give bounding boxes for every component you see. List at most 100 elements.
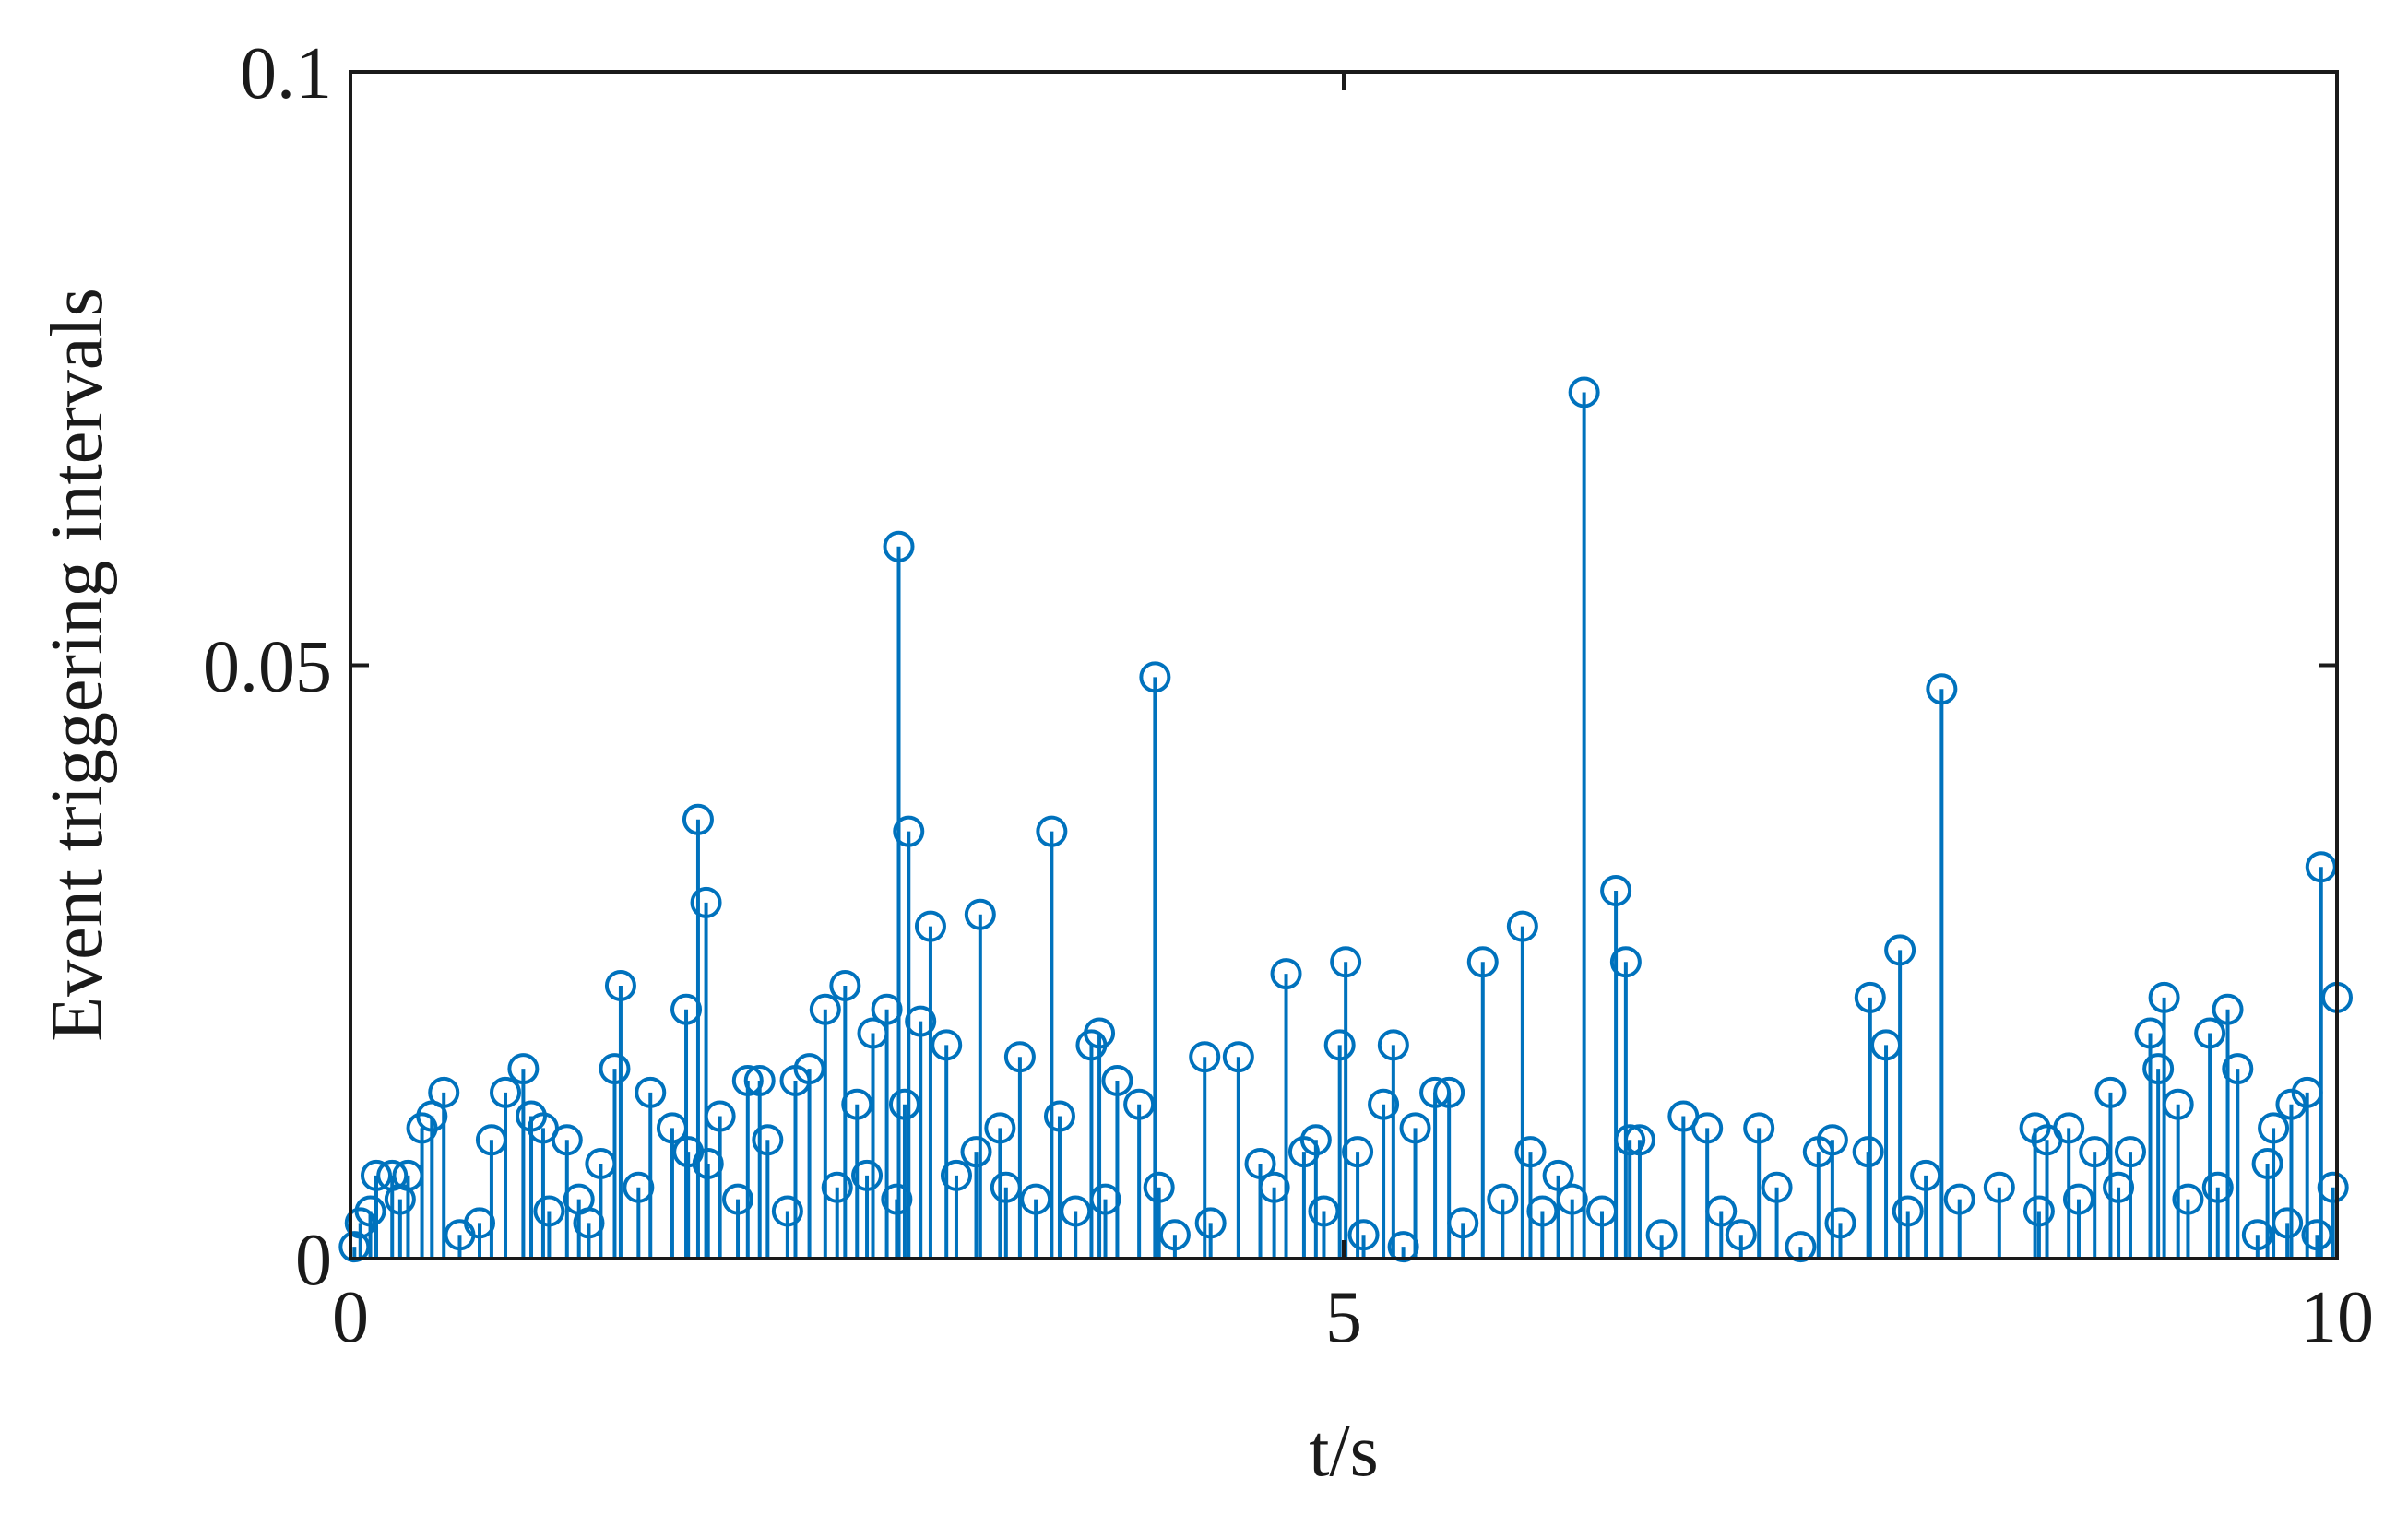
stem-marker: [1645, 1219, 1678, 1251]
stem: [2114, 1136, 2146, 1259]
stem: [1123, 1088, 1156, 1259]
stem-marker: [2317, 1171, 2349, 1203]
stem-marker: [338, 1231, 371, 1263]
stem: [883, 530, 915, 1259]
stem: [1623, 1124, 1655, 1259]
stem: [1194, 1207, 1227, 1259]
stem-marker: [682, 803, 714, 835]
x-tick-label: 10: [2300, 1277, 2374, 1358]
stem: [551, 1124, 583, 1259]
stem: [893, 815, 925, 1259]
stem: [2053, 1112, 2085, 1259]
stem-marker: [1158, 1219, 1191, 1251]
stem: [2148, 981, 2180, 1259]
stem: [1802, 1136, 1834, 1259]
stem-marker: [1323, 1029, 1356, 1061]
stem-marker: [1143, 1171, 1175, 1203]
stem: [2301, 1219, 2333, 1259]
y-tick-label: 0.05: [203, 627, 332, 708]
stem: [1258, 1171, 1290, 1259]
stem: [1433, 1076, 1465, 1259]
stem-marker: [964, 898, 996, 930]
stem: [1189, 1041, 1221, 1259]
stem-marker: [2222, 1053, 2254, 1085]
stem: [2172, 1183, 2204, 1259]
stem: [1824, 1207, 1856, 1259]
stem: [1036, 815, 1068, 1259]
stem: [1101, 1064, 1133, 1259]
stem: [1725, 1219, 1757, 1259]
stem-marker: [670, 993, 703, 1025]
stem-marker: [1101, 1064, 1133, 1096]
stem: [361, 1159, 393, 1259]
stem-marker: [1816, 1124, 1848, 1156]
stem: [2062, 1183, 2094, 1259]
stem-marker: [851, 1159, 884, 1191]
stem-marker: [692, 1148, 724, 1180]
stem: [692, 1148, 724, 1259]
stem-marker: [931, 1029, 963, 1061]
stem-marker: [1854, 981, 1886, 1013]
stem-marker: [1222, 1041, 1254, 1073]
stem-marker: [704, 1100, 736, 1132]
stem: [2103, 1171, 2135, 1259]
stem: [809, 993, 841, 1259]
stem: [1614, 1124, 1646, 1259]
stem: [1609, 946, 1642, 1259]
stem: [881, 1183, 913, 1259]
stem-marker: [2079, 1136, 2111, 1168]
stem: [1287, 1136, 1320, 1259]
x-axis-label: t/s: [1309, 1411, 1379, 1492]
stem-marker: [893, 815, 925, 847]
stem-marker: [1060, 1195, 1092, 1227]
stem-marker: [1609, 946, 1642, 978]
stem-marker: [1399, 1112, 1431, 1144]
y-axis-label: Event triggering intervals: [37, 288, 118, 1042]
stem-marker: [551, 1124, 583, 1156]
stem: [2222, 1053, 2254, 1259]
stem: [2022, 1195, 2055, 1259]
stem-marker: [1433, 1076, 1465, 1108]
stem-marker: [1089, 1183, 1121, 1215]
stem-marker: [829, 969, 861, 1001]
stem: [2079, 1136, 2111, 1259]
stem-marker: [809, 993, 841, 1025]
stem-marker: [2241, 1219, 2273, 1251]
stem-marker: [464, 1207, 496, 1239]
stem-marker: [1705, 1195, 1738, 1227]
stem-marker: [2162, 1088, 2194, 1120]
stem: [1586, 1195, 1619, 1259]
stem: [722, 1183, 754, 1259]
stem: [1568, 376, 1600, 1259]
stem: [338, 1231, 371, 1263]
stem-marker: [2094, 1076, 2127, 1108]
stem: [931, 1029, 963, 1259]
stem: [829, 969, 861, 1259]
stem: [1506, 910, 1538, 1259]
y-tick-label: 0.1: [240, 33, 332, 114]
stem-marker: [2201, 1171, 2234, 1203]
stem: [1003, 1041, 1036, 1259]
stem: [1645, 1219, 1678, 1259]
stem-marker: [1189, 1041, 1221, 1073]
stem-marker: [2062, 1183, 2094, 1215]
stem: [1330, 946, 1362, 1259]
stem: [1743, 1112, 1775, 1259]
stem-marker: [1568, 376, 1600, 408]
stem: [1556, 1183, 1588, 1259]
stem-marker: [1785, 1231, 1817, 1263]
stem: [1910, 1159, 1942, 1259]
stem-marker: [883, 530, 915, 562]
stem: [1526, 1195, 1559, 1259]
stem: [1308, 1195, 1340, 1259]
stem-marker: [635, 1076, 667, 1108]
stem: [743, 1064, 776, 1259]
stem: [1852, 1136, 1884, 1259]
stem: [793, 1053, 825, 1259]
stem-marker: [1691, 1112, 1724, 1144]
stem: [1943, 1183, 1975, 1259]
stem-marker: [507, 1053, 540, 1085]
stem-marker: [1943, 1183, 1975, 1215]
stem-marker: [940, 1159, 972, 1191]
